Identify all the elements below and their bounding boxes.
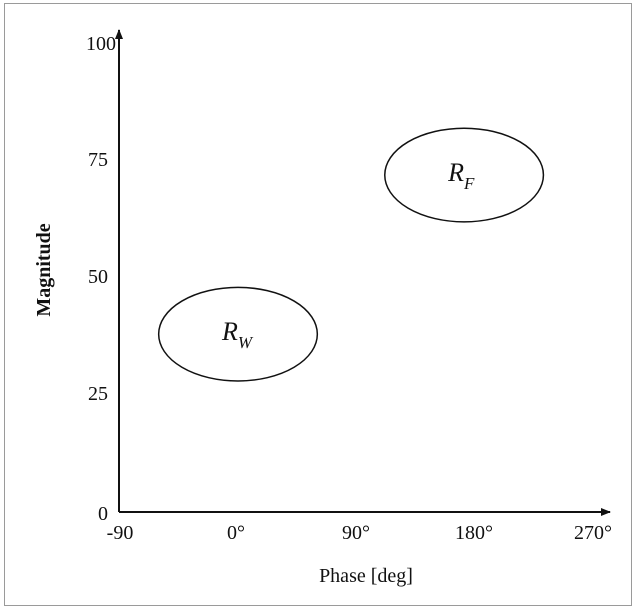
region-f-letter: R	[447, 158, 464, 187]
x-tick-label: 0°	[227, 522, 245, 544]
y-tick-label: 75	[88, 149, 108, 171]
y-tick-label: 50	[88, 266, 108, 288]
region-w-subscript: W	[238, 333, 254, 352]
x-tick-label: 270°	[574, 522, 612, 544]
y-tick-label: 100	[86, 33, 116, 55]
x-tick-label: 90°	[342, 522, 370, 544]
region-w-ellipse	[157, 286, 319, 382]
x-tick-label: -90	[107, 522, 134, 544]
region-f-ellipse	[384, 127, 545, 223]
region-w-letter: R	[221, 317, 238, 346]
figure-frame	[4, 3, 632, 606]
region-f-subscript: F	[463, 174, 475, 193]
region-f-label: RF	[447, 158, 475, 193]
y-tick-label: 0	[98, 503, 108, 525]
y-axis-title: Magnitude	[33, 223, 55, 316]
x-axis-title: Phase [deg]	[319, 565, 413, 587]
x-tick-label: 180°	[455, 522, 493, 544]
region-w-label: RW	[221, 317, 254, 352]
y-tick-label: 25	[88, 383, 108, 405]
